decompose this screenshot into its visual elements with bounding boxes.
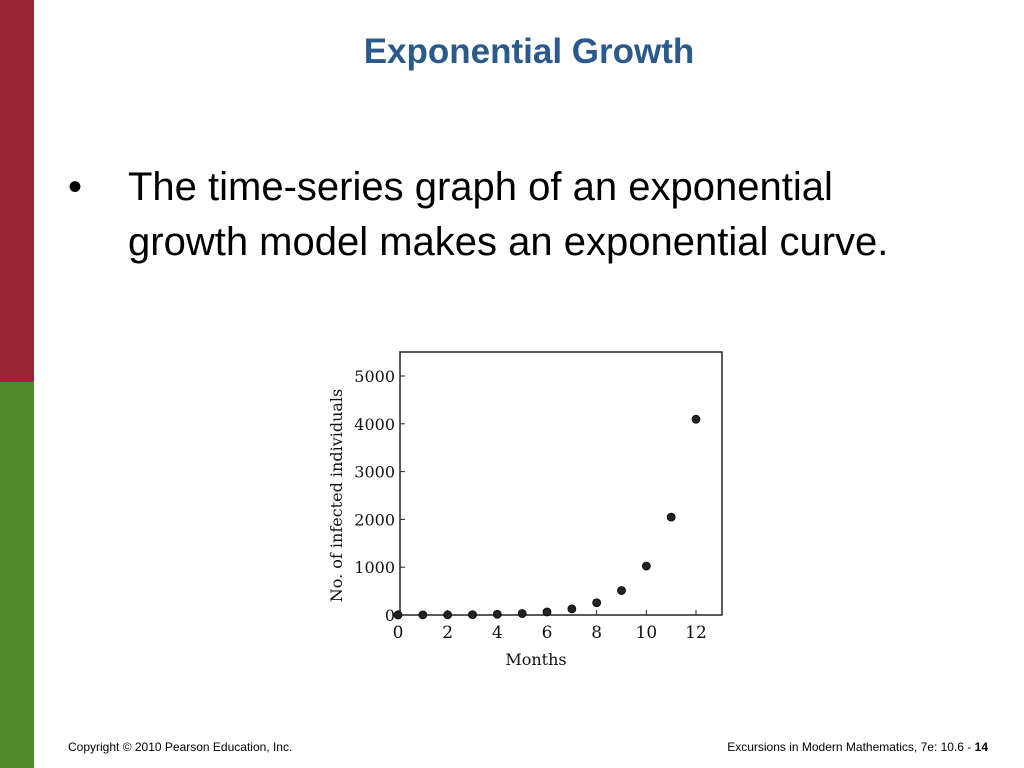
x-tick-label: 8 [591,623,602,643]
data-point [567,604,577,614]
data-point [617,586,626,595]
data-point [542,607,552,617]
data-point [517,609,527,618]
data-point [492,609,502,619]
y-tick-label: 2000 [354,510,395,529]
x-tick-label: 6 [542,623,553,643]
bullet-item: • The time-series graph of an exponentia… [68,160,948,270]
x-tick-label: 12 [685,623,707,643]
y-tick-label: 0 [385,606,395,625]
data-point [592,598,602,608]
footer-reference: Excursions in Modern Mathematics, 7e: 10… [727,740,988,754]
x-tick-label: 2 [442,623,453,643]
footer-reference-text: Excursions in Modern Mathematics, 7e: 10… [727,740,975,754]
data-point [468,610,477,620]
x-tick-label: 0 [393,623,404,643]
plot-frame [399,351,723,616]
y-tick-label: 4000 [354,415,395,434]
y-tick-label: 1000 [354,558,395,577]
x-tick-label: 4 [492,623,503,643]
data-point [691,414,701,424]
sidebar-accent-bottom [0,382,34,768]
data-point [666,512,676,522]
footer-page-number: 14 [974,740,988,754]
data-point [418,610,428,620]
data-point [641,561,651,571]
y-axis-title: No. of infected individuals [327,389,346,603]
x-tick-label: 10 [636,623,658,643]
slide-title: Exponential Growth [363,32,695,71]
bullet-text: The time-series graph of an exponential … [128,165,889,264]
x-axis-title: Months [505,650,566,669]
bullet-marker: • [68,165,83,209]
sidebar-accent-top [0,0,34,382]
chart-figure: 0 1000 2000 3000 4000 5000 0 2 4 6 8 10 12 Months No. … [318,340,738,680]
scatter-chart: 0 1000 2000 3000 4000 5000 0 2 4 6 8 10 12 Months No. … [327,351,723,669]
y-tick-label: 5000 [354,367,395,386]
data-point [393,610,403,620]
data-point [443,610,453,620]
footer-copyright: Copyright © 2010 Pearson Education, Inc. [68,740,293,754]
y-tick-label: 3000 [354,463,395,482]
